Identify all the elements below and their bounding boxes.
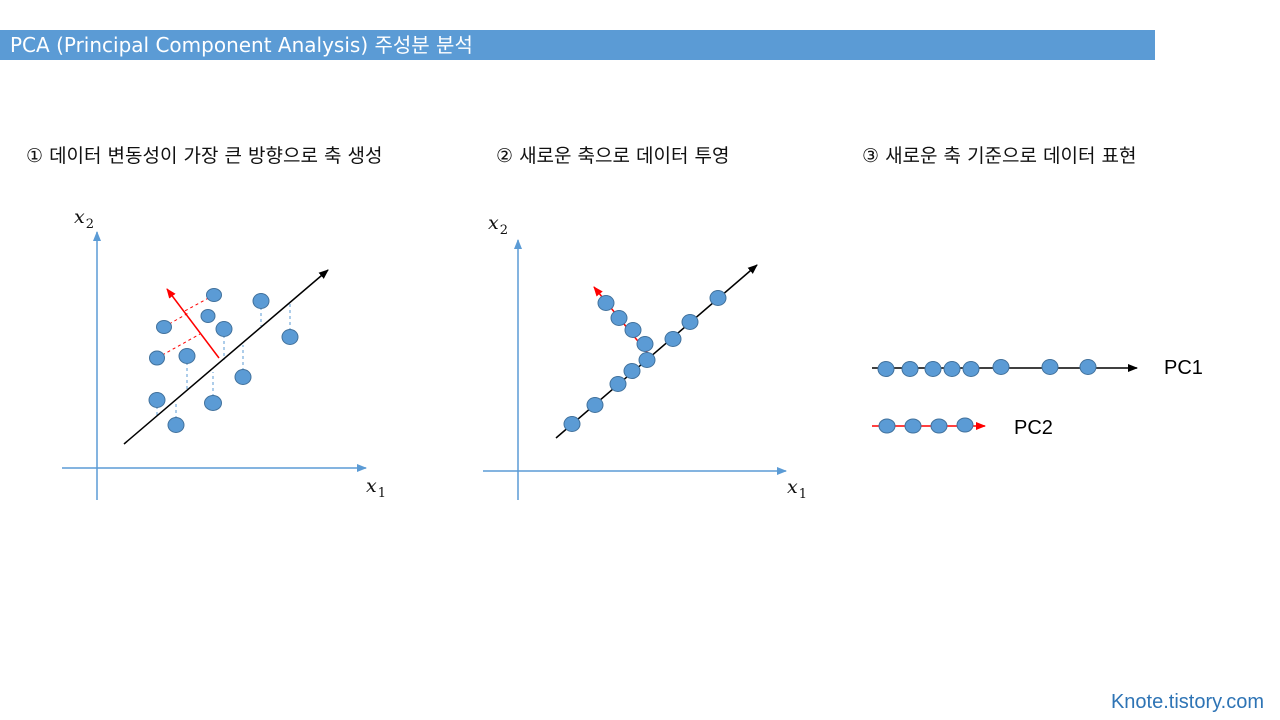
panel1-x-axis-label: x1 <box>366 475 386 501</box>
data-point <box>877 361 895 377</box>
data-point <box>664 331 682 347</box>
data-point <box>610 310 628 326</box>
panel2-y-axis-label: x2 <box>488 212 508 238</box>
data-point <box>624 322 642 338</box>
panel1-points <box>148 288 299 433</box>
data-point <box>924 361 942 377</box>
data-point <box>156 320 172 334</box>
data-point <box>178 348 196 364</box>
data-point <box>215 321 233 337</box>
data-point <box>1041 359 1059 375</box>
panel-1: x2 x1 <box>62 206 386 501</box>
panel1-principal-axis <box>123 269 329 445</box>
data-point <box>962 361 980 377</box>
data-point <box>609 376 627 392</box>
data-point <box>204 395 222 411</box>
data-point <box>200 309 216 323</box>
data-point <box>878 418 896 434</box>
data-point <box>930 418 948 434</box>
data-point <box>709 290 727 306</box>
data-point <box>904 418 922 434</box>
data-point <box>681 314 699 330</box>
pc1-points <box>877 359 1097 377</box>
data-point <box>149 350 165 366</box>
panel2-points <box>563 290 727 432</box>
data-point <box>901 361 919 377</box>
data-point <box>1079 359 1097 375</box>
panel1-y-axis-label: x2 <box>74 206 94 232</box>
data-point <box>638 352 656 368</box>
panel-2: x2 x1 <box>483 212 807 502</box>
title-bar: PCA (Principal Component Analysis) 주성분 분… <box>0 30 1155 60</box>
data-point <box>167 417 185 433</box>
step-2-caption: ② 새로운 축으로 데이터 투영 <box>496 145 730 167</box>
page-title: PCA (Principal Component Analysis) 주성분 분… <box>10 33 473 57</box>
data-point <box>943 361 961 377</box>
step-3-caption: ③ 새로운 축 기준으로 데이터 표현 <box>862 145 1137 167</box>
panel-3: PC1 PC2 <box>872 357 1203 439</box>
data-point <box>636 336 654 352</box>
panel1-secondary-axis <box>166 288 220 359</box>
data-point <box>992 359 1010 375</box>
data-point <box>234 369 252 385</box>
footer-watermark: Knote.tistory.com <box>1110 691 1264 713</box>
step-1-caption: ① 데이터 변동성이 가장 큰 방향으로 축 생성 <box>26 145 383 167</box>
data-point <box>586 397 604 413</box>
data-point <box>956 417 974 433</box>
data-point <box>563 416 581 432</box>
pc2-label: PC2 <box>1014 417 1053 439</box>
data-point <box>597 295 615 311</box>
data-point <box>281 329 299 345</box>
data-point <box>206 288 222 302</box>
pc1-label: PC1 <box>1164 357 1203 379</box>
data-point <box>623 363 641 379</box>
panel2-x-axis-label: x1 <box>787 476 807 502</box>
data-point <box>148 392 166 408</box>
panel2-principal-axis <box>555 264 758 439</box>
data-point <box>252 293 270 309</box>
pc2-points <box>878 417 974 434</box>
